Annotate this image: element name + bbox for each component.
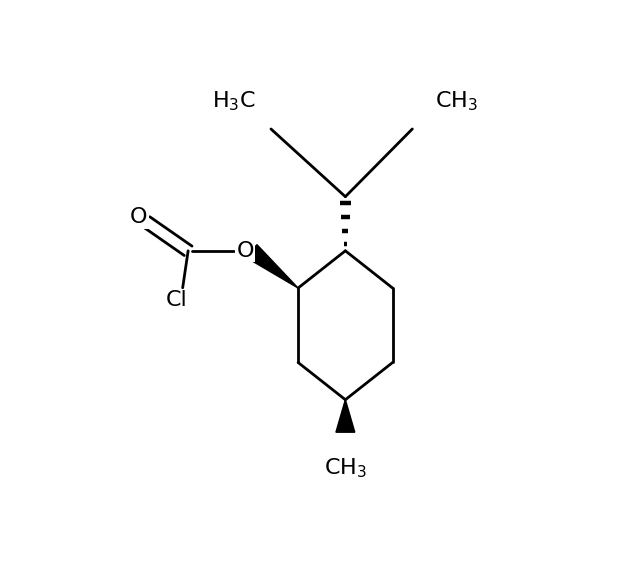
Text: H$_3$C: H$_3$C [212, 89, 256, 113]
Text: O: O [130, 207, 147, 227]
Text: Cl: Cl [166, 291, 188, 311]
Text: O: O [236, 241, 254, 261]
Polygon shape [245, 245, 298, 288]
Text: CH$_3$: CH$_3$ [324, 456, 367, 480]
Polygon shape [336, 400, 355, 432]
Text: CH$_3$: CH$_3$ [435, 89, 477, 113]
